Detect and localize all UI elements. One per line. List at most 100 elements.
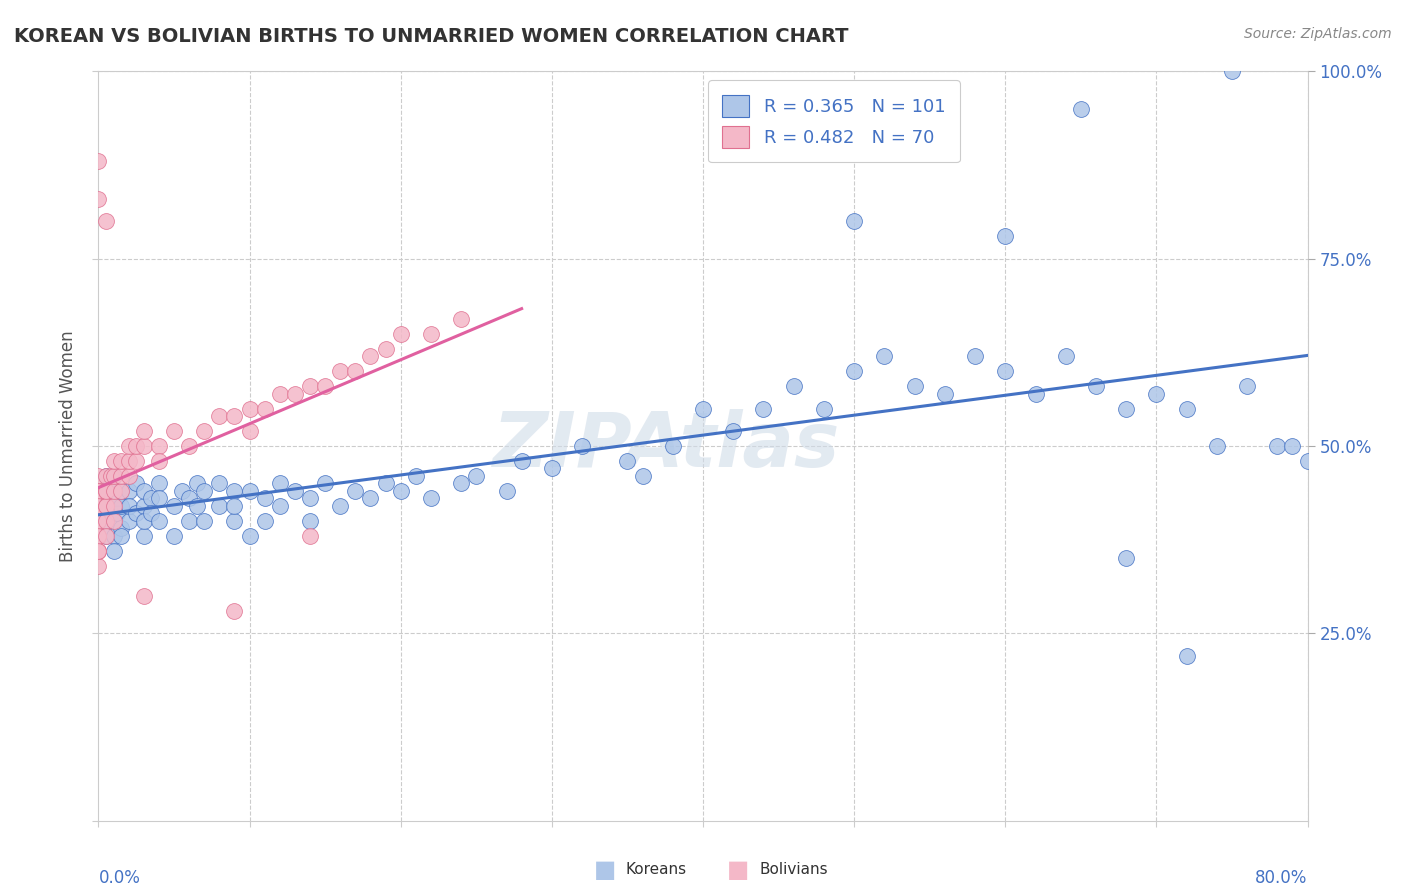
Point — [269, 499, 291, 513]
Point — [571, 439, 593, 453]
Point — [1144, 386, 1167, 401]
Point — [118, 499, 141, 513]
Point — [186, 476, 208, 491]
Point — [783, 379, 806, 393]
Point — [314, 379, 336, 393]
Point — [299, 529, 322, 543]
Point — [934, 386, 956, 401]
Point — [87, 514, 110, 528]
Point — [299, 514, 322, 528]
Point — [118, 514, 141, 528]
Point — [132, 483, 155, 498]
Point — [105, 507, 128, 521]
Point — [170, 483, 193, 498]
Point — [103, 483, 125, 498]
Point — [103, 454, 125, 468]
Point — [389, 483, 412, 498]
Point — [193, 483, 215, 498]
Point — [87, 529, 110, 543]
Point — [1281, 439, 1303, 453]
Point — [103, 469, 125, 483]
Point — [465, 469, 488, 483]
Point — [163, 499, 186, 513]
Text: ZIPAtlas: ZIPAtlas — [494, 409, 841, 483]
Point — [179, 514, 201, 528]
Point — [813, 401, 835, 416]
Text: Source: ZipAtlas.com: Source: ZipAtlas.com — [1244, 27, 1392, 41]
Point — [692, 401, 714, 416]
Point — [110, 454, 132, 468]
Point — [94, 214, 117, 228]
Point — [94, 529, 117, 543]
Point — [1024, 386, 1046, 401]
Point — [224, 409, 246, 423]
Point — [344, 483, 367, 498]
Point — [103, 529, 125, 543]
Point — [360, 349, 382, 363]
Text: KOREAN VS BOLIVIAN BIRTHS TO UNMARRIED WOMEN CORRELATION CHART: KOREAN VS BOLIVIAN BIRTHS TO UNMARRIED W… — [14, 27, 849, 45]
Point — [239, 529, 262, 543]
Point — [94, 529, 117, 543]
Point — [132, 589, 155, 603]
Point — [103, 514, 125, 528]
Point — [374, 476, 396, 491]
Point — [100, 469, 122, 483]
Point — [87, 483, 110, 498]
Point — [94, 499, 117, 513]
Point — [125, 454, 148, 468]
Point — [132, 424, 155, 438]
Point — [344, 364, 367, 378]
Point — [1070, 102, 1092, 116]
Point — [1085, 379, 1108, 393]
Point — [125, 439, 148, 453]
Point — [844, 364, 866, 378]
Point — [1206, 439, 1229, 453]
Point — [1115, 551, 1137, 566]
Point — [103, 499, 125, 513]
Point — [87, 514, 110, 528]
Point — [118, 439, 141, 453]
Text: 80.0%: 80.0% — [1256, 870, 1308, 888]
Point — [186, 499, 208, 513]
Point — [132, 514, 155, 528]
Point — [110, 521, 132, 535]
Point — [141, 491, 163, 506]
Point — [110, 529, 132, 543]
Text: ■: ■ — [593, 858, 616, 881]
Point — [450, 311, 472, 326]
Point — [1175, 648, 1198, 663]
Point — [374, 342, 396, 356]
Point — [299, 379, 322, 393]
Point — [100, 507, 122, 521]
Point — [208, 476, 231, 491]
Point — [389, 326, 412, 341]
Point — [179, 439, 201, 453]
Point — [224, 514, 246, 528]
Point — [87, 544, 110, 558]
Point — [540, 461, 562, 475]
Point — [193, 424, 215, 438]
Point — [87, 514, 110, 528]
Point — [94, 499, 117, 513]
Point — [110, 499, 132, 513]
Point — [94, 499, 117, 513]
Point — [110, 483, 132, 498]
Point — [239, 401, 262, 416]
Point — [94, 469, 117, 483]
Point — [239, 483, 262, 498]
Point — [661, 439, 683, 453]
Y-axis label: Births to Unmarried Women: Births to Unmarried Women — [59, 330, 77, 562]
Point — [103, 544, 125, 558]
Text: Bolivians: Bolivians — [759, 863, 828, 877]
Point — [1175, 401, 1198, 416]
Point — [299, 491, 322, 506]
Legend: R = 0.365   N = 101, R = 0.482   N = 70: R = 0.365 N = 101, R = 0.482 N = 70 — [709, 80, 960, 162]
Point — [163, 529, 186, 543]
Point — [94, 483, 117, 498]
Point — [94, 514, 117, 528]
Point — [873, 349, 896, 363]
Point — [253, 491, 276, 506]
Point — [495, 483, 517, 498]
Point — [118, 483, 141, 498]
Point — [224, 483, 246, 498]
